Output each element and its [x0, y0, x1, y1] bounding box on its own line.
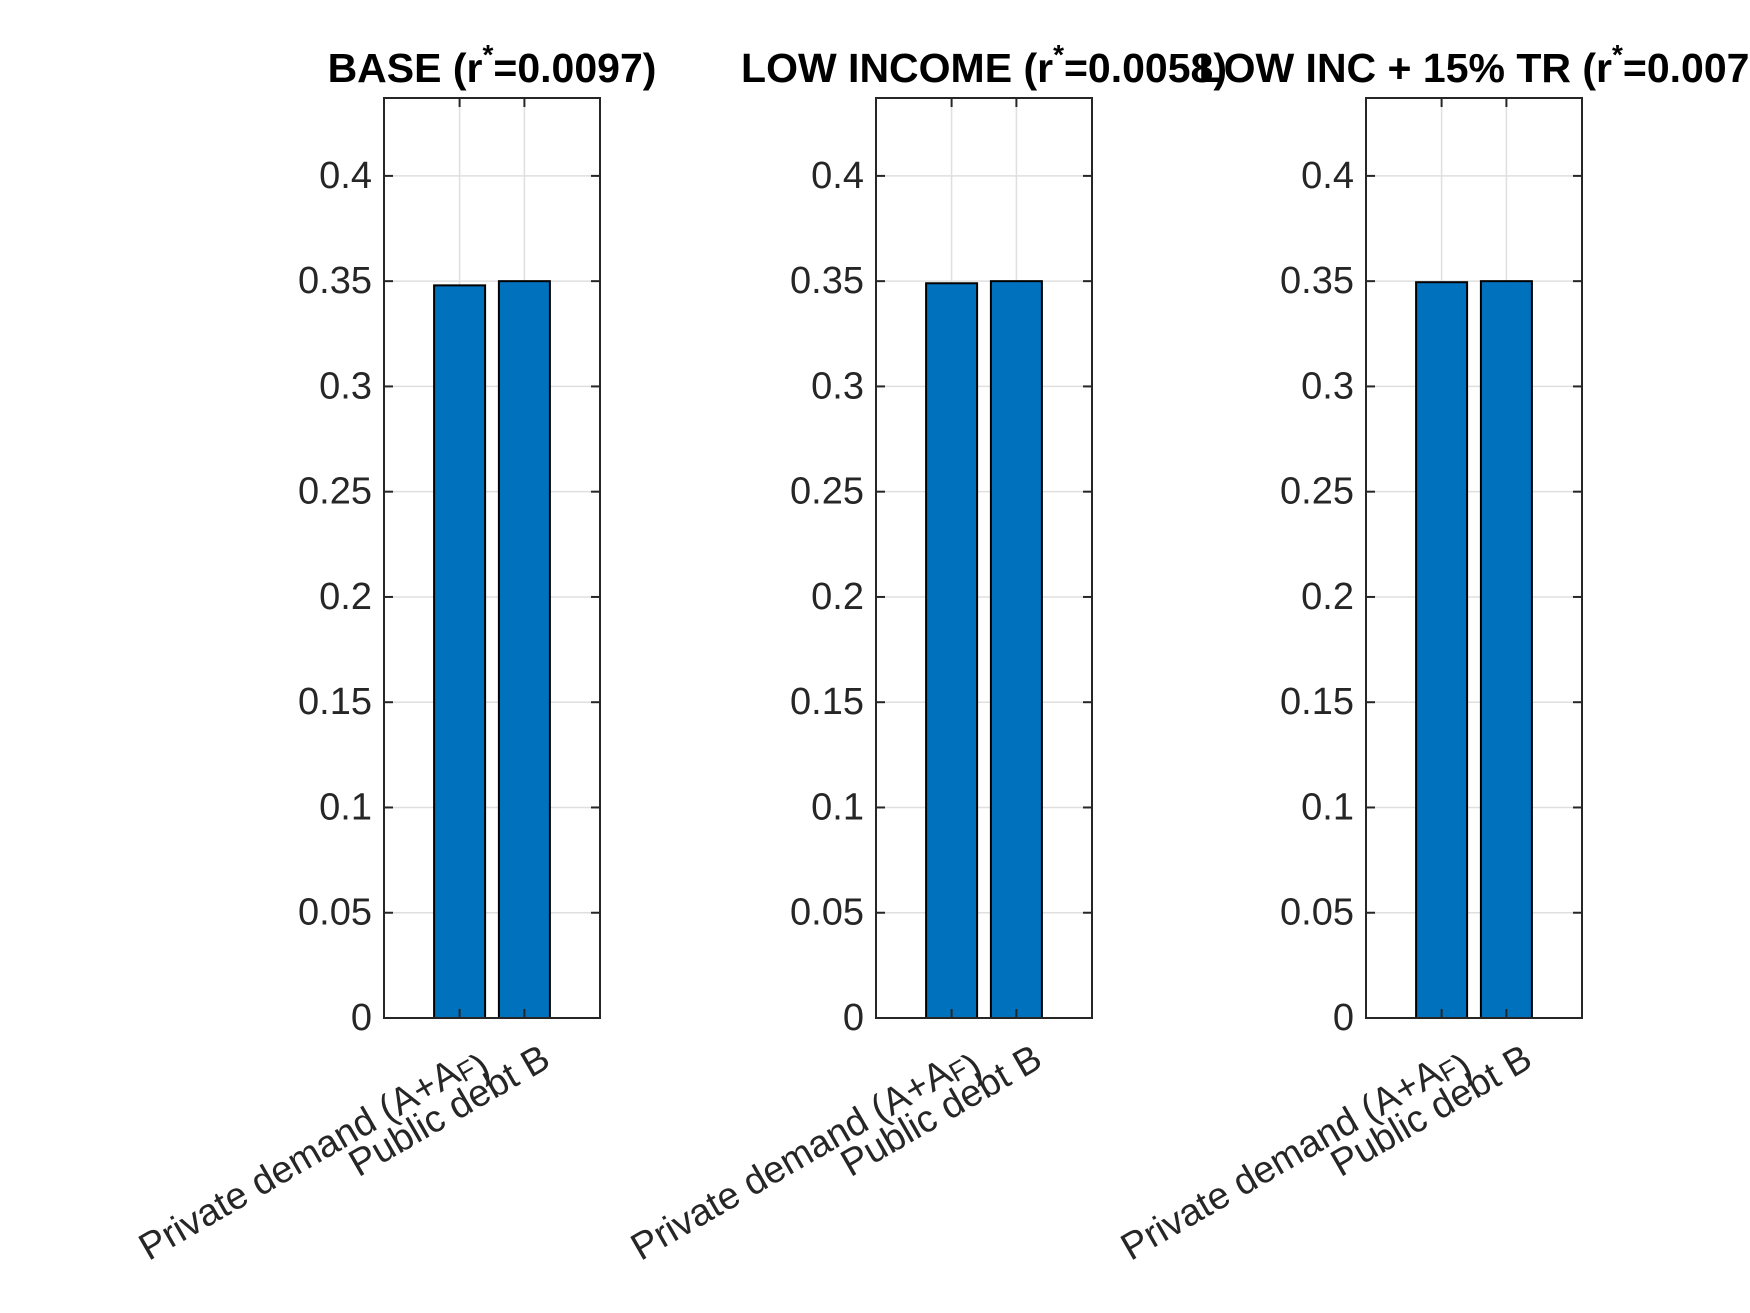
- y-tick-label: 0.15: [790, 681, 864, 723]
- y-tick-label: 0.05: [790, 892, 864, 934]
- y-tick-label: 0.35: [790, 260, 864, 302]
- axes-box: [875, 97, 1093, 1019]
- y-tick-label: 0.25: [1280, 471, 1354, 513]
- y-tick-label: 0.05: [1280, 892, 1354, 934]
- y-tick-label: 0.3: [811, 365, 864, 407]
- y-tick-label: 0: [1333, 997, 1354, 1039]
- y-tick-label: 0.1: [811, 786, 864, 828]
- bar: [1479, 280, 1533, 1019]
- panel-title: BASE (r*=0.0097): [328, 39, 657, 91]
- y-tick-label: 0.1: [1301, 786, 1354, 828]
- y-tick-label: 0.4: [1301, 155, 1354, 197]
- axes-box: [383, 97, 601, 1019]
- y-tick-label: 0.3: [319, 365, 372, 407]
- y-tick-label: 0.4: [811, 155, 864, 197]
- bar: [1415, 281, 1469, 1020]
- bar: [497, 280, 551, 1019]
- y-tick-label: 0: [843, 997, 864, 1039]
- y-tick-label: 0.4: [319, 155, 372, 197]
- y-tick-label: 0.25: [298, 471, 372, 513]
- bar: [925, 282, 979, 1019]
- y-tick-label: 0.35: [298, 260, 372, 302]
- y-tick-label: 0.15: [298, 681, 372, 723]
- bar: [989, 280, 1043, 1019]
- panel-title: LOW INC + 15% TR (r*=0.007: [1199, 39, 1750, 91]
- y-tick-label: 0.3: [1301, 365, 1354, 407]
- y-tick-label: 0.2: [319, 576, 372, 618]
- y-tick-label: 0.1: [319, 786, 372, 828]
- bar: [433, 284, 487, 1019]
- y-tick-label: 0.2: [811, 576, 864, 618]
- y-tick-label: 0.05: [298, 892, 372, 934]
- y-tick-label: 0.2: [1301, 576, 1354, 618]
- axes-box: [1365, 97, 1583, 1019]
- y-tick-label: 0.25: [790, 471, 864, 513]
- y-tick-label: 0.15: [1280, 681, 1354, 723]
- y-tick-label: 0.35: [1280, 260, 1354, 302]
- panel-title: LOW INCOME (r*=0.0058): [741, 39, 1227, 91]
- y-tick-label: 0: [351, 997, 372, 1039]
